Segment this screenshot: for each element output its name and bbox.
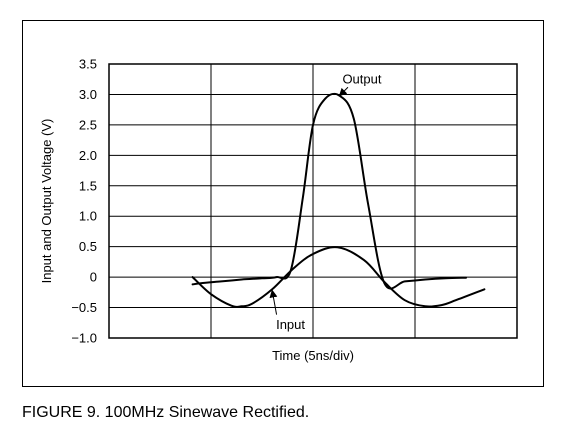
y-axis-label: Input and Output Voltage (V) [39,119,54,284]
y-tick-label: 1.5 [79,178,97,193]
y-tick-label: 3.5 [79,57,97,72]
annotation-label-output: Output [342,72,381,87]
annotation-label-input: Input [276,317,305,332]
y-tick-label: 3.0 [79,87,97,102]
y-tick-label: −0.5 [71,300,97,315]
series-line-output [191,92,467,290]
y-tick-label: 2.5 [79,117,97,132]
plot-area-border [108,63,518,339]
y-tick-label: 2.0 [79,148,97,163]
series-line-input [191,246,486,308]
annotation-arrow-output [338,86,349,97]
annotation-arrow-input [269,289,278,315]
y-tick-label: 0.5 [79,239,97,254]
x-axis-label: Time (5ns/div) [272,348,354,363]
figure-frame [22,20,544,387]
figure-caption: FIGURE 9. 100MHz Sinewave Rectified. [22,404,310,421]
y-tick-label: 1.0 [79,209,97,224]
y-tick-label: −1.0 [71,331,97,346]
y-tick-label: 0 [90,270,97,285]
